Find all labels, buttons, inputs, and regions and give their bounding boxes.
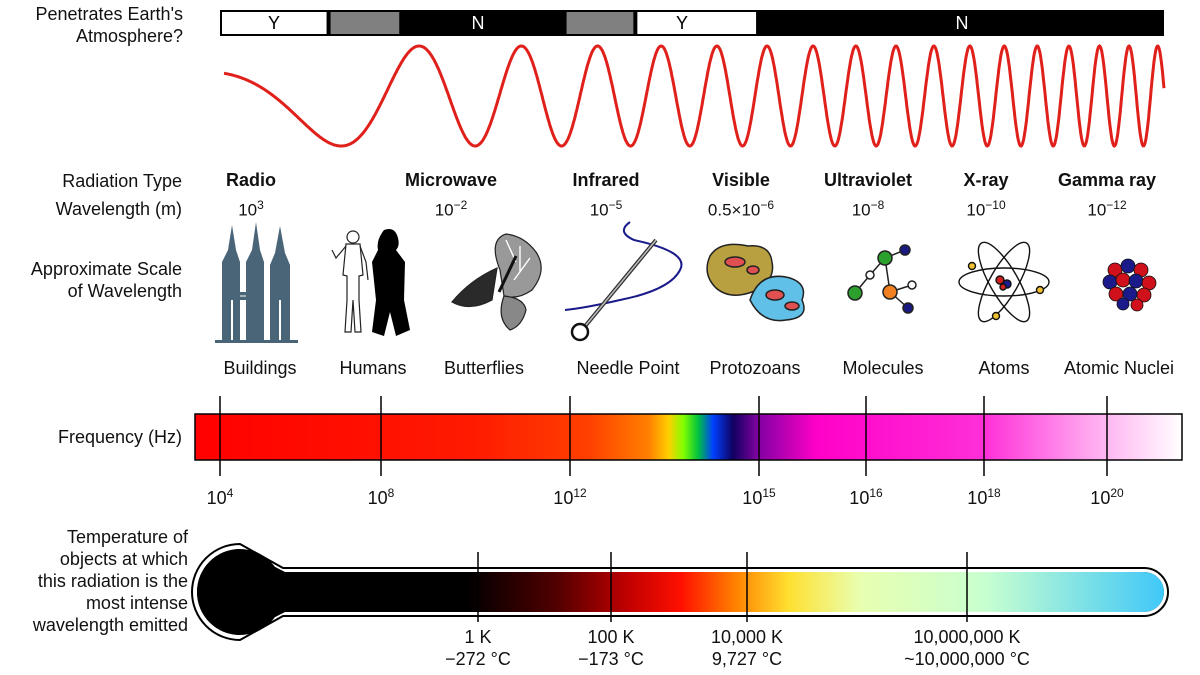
temperature-tick-lines — [477, 552, 968, 622]
temperature-kelvin-2: 10,000 K — [710, 627, 784, 647]
wavelength-value-3: 0.5×10−6 — [707, 198, 775, 220]
frequency-bar — [194, 413, 1183, 461]
atmosphere-y2: Y — [675, 13, 689, 33]
temperature-celsius-2: 9,727 °C — [711, 649, 783, 669]
radiation-type-label: Radiation Type — [62, 171, 182, 191]
atmosphere-segment-partial — [566, 12, 634, 34]
atmosphere-segment-partial — [330, 12, 400, 34]
frequency-tick-label-2: 1012 — [553, 486, 587, 508]
frequency-tick-label-0: 104 — [206, 486, 234, 508]
scale-label-1: Humans — [339, 358, 407, 378]
wavelength-wave — [223, 44, 1166, 148]
scale-label-0: Buildings — [223, 358, 297, 378]
temperature-label-line2: objects at which — [59, 549, 188, 569]
nucleus-icon — [1102, 258, 1157, 312]
atmosphere-label: Penetrates Earth's Atmosphere? — [35, 3, 183, 47]
frequency-tick-label-5: 1018 — [967, 486, 1001, 508]
atmosphere-segment-n — [758, 10, 1164, 36]
frequency-label: Frequency (Hz) — [57, 427, 182, 447]
wavelength-value-2: 10−5 — [589, 198, 623, 220]
radiation-type-5: X-ray — [963, 170, 1009, 190]
scale-label-5: Molecules — [842, 358, 924, 378]
frequency-tick-label-1: 108 — [367, 486, 395, 508]
atmosphere-n2: N — [955, 13, 969, 33]
buildings-icon — [215, 222, 298, 343]
radiation-type-2: Infrared — [572, 170, 640, 190]
temperature-kelvin-1: 100 K — [587, 627, 635, 647]
temperature-label-line4: most intense — [85, 593, 188, 613]
temperature-celsius-0: −272 °C — [445, 649, 511, 669]
frequency-tick-label-6: 1020 — [1090, 486, 1124, 508]
frequency-tick-lines — [219, 396, 1108, 476]
wavelength-value-5: 10−10 — [966, 198, 1006, 220]
frequency-tick-label-3: 1015 — [742, 486, 776, 508]
atmosphere-label-line1: Penetrates Earth's — [35, 4, 183, 24]
temperature-kelvin-0: 1 K — [464, 627, 492, 647]
scale-label-line2: of Wavelength — [67, 281, 182, 301]
humans-icon — [331, 229, 410, 336]
wavelength-value-4: 10−8 — [851, 198, 885, 220]
wavelength-value-0: 103 — [238, 198, 264, 220]
temperature-celsius-3: ~10,000,000 °C — [904, 649, 1030, 669]
atmosphere-y1: Y — [267, 13, 281, 33]
frequency-tick-label-4: 1016 — [849, 486, 883, 508]
radiation-type-3: Visible — [712, 170, 770, 190]
scale-label: Approximate Scale of Wavelength — [31, 258, 182, 302]
temperature-label-line3: this radiation is the — [37, 571, 188, 591]
atmosphere-n1: N — [471, 13, 485, 33]
scale-label-4: Protozoans — [709, 358, 801, 378]
radiation-type-1: Microwave — [404, 170, 498, 190]
needle-icon — [564, 221, 683, 342]
thermometer — [191, 542, 1169, 642]
temperature-label: Temperature of objects at which this rad… — [33, 526, 188, 636]
atmosphere-label-line2: Atmosphere? — [75, 26, 183, 46]
radiation-type-6: Gamma ray — [1057, 170, 1157, 190]
atom-icon — [958, 241, 1050, 323]
temperature-label-line1: Temperature of — [66, 527, 188, 547]
temperature-celsius-1: −173 °C — [578, 649, 644, 669]
radiation-type-4: Ultraviolet — [823, 170, 913, 190]
atmosphere-segment-y — [222, 12, 327, 34]
scale-label-7: Atomic Nuclei — [1063, 358, 1175, 378]
protozoa-icon — [706, 243, 805, 322]
scale-label-line1: Approximate Scale — [30, 259, 182, 279]
temperature-kelvin-3: 10,000,000 K — [913, 627, 1021, 647]
radiation-type-0: Radio — [225, 170, 277, 190]
atmosphere-segment-n — [401, 10, 565, 36]
atmosphere-segment-y — [637, 12, 757, 34]
scale-label-3: Needle Point — [576, 358, 680, 378]
temperature-label-line5: wavelength emitted — [32, 615, 188, 635]
wavelength-value-1: 10−2 — [434, 198, 468, 220]
wavelength-value-6: 10−12 — [1087, 198, 1127, 220]
scale-label-6: Atoms — [978, 358, 1030, 378]
atmosphere-bar — [220, 10, 1164, 36]
scale-label-2: Butterflies — [443, 358, 525, 378]
molecule-icon — [847, 244, 917, 314]
wavelength-label: Wavelength (m) — [55, 199, 182, 219]
butterfly-icon — [451, 233, 542, 331]
